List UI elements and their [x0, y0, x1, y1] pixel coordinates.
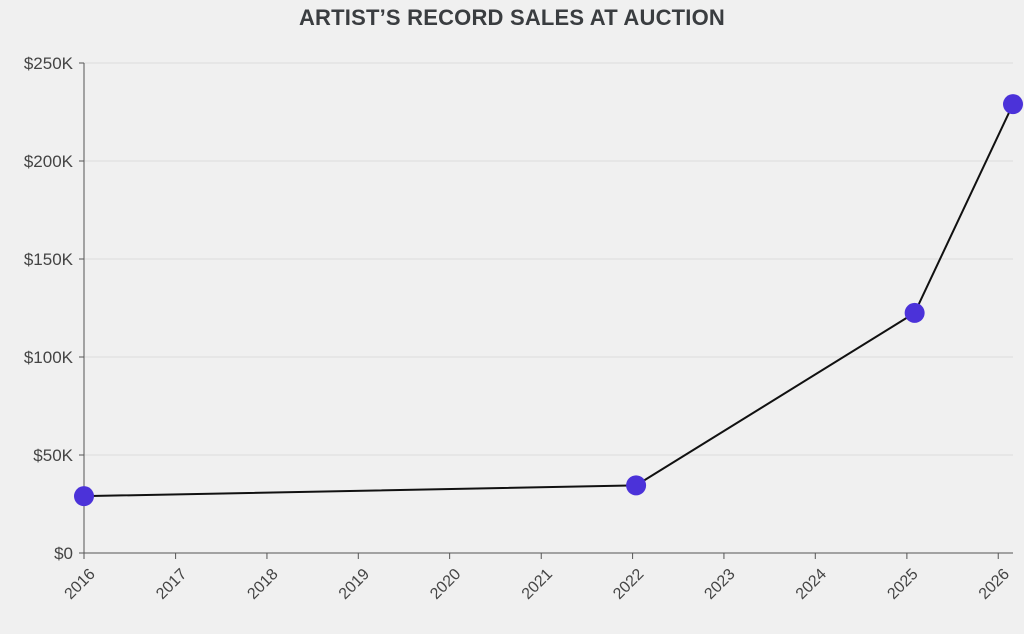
- y-tick-label: $100K: [24, 348, 74, 367]
- x-tick-label: 2026: [976, 566, 1013, 603]
- y-tick-label: $200K: [24, 152, 74, 171]
- data-point: [626, 475, 647, 496]
- x-tick-label: 2022: [610, 566, 647, 603]
- x-tick-label: 2023: [701, 566, 738, 603]
- y-tick-label: $50K: [33, 446, 73, 465]
- x-tick-label: 2017: [153, 566, 190, 603]
- y-tick-label: $250K: [24, 54, 74, 73]
- series-line: [83, 103, 1014, 498]
- x-tick-label: 2025: [884, 566, 921, 603]
- data-point: [1003, 94, 1023, 115]
- data-point: [74, 486, 94, 507]
- y-tick-label: $0: [54, 544, 73, 563]
- x-tick-label: 2016: [62, 566, 99, 603]
- y-tick-label: $150K: [24, 250, 74, 269]
- x-tick-label: 2019: [336, 566, 373, 603]
- x-tick-label: 2021: [519, 566, 556, 603]
- data-point: [904, 302, 925, 323]
- x-tick-label: 2020: [427, 566, 464, 603]
- x-tick-label: 2024: [793, 566, 830, 603]
- x-tick-label: 2018: [245, 566, 282, 603]
- chart-title: ARTIST’S RECORD SALES AT AUCTION: [298, 5, 726, 30]
